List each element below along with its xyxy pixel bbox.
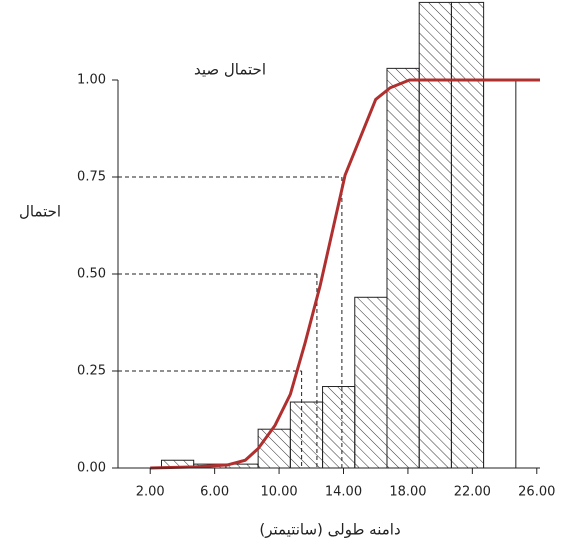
bar — [257, 428, 291, 469]
y-axis-label: احتمال — [19, 203, 61, 221]
x-tick-label: 10.00 — [260, 485, 297, 500]
bar — [386, 67, 420, 469]
probability-curve — [150, 78, 540, 470]
bar — [418, 1, 452, 469]
bar — [483, 79, 517, 469]
bar — [322, 386, 356, 469]
y-tick-label: 0.00 — [77, 461, 106, 476]
bar — [354, 296, 388, 469]
chart-title: احتمال صید — [194, 61, 266, 79]
x-tick-label: 2.00 — [136, 485, 165, 500]
x-tick-label: 14.00 — [325, 485, 362, 500]
bar — [450, 1, 485, 469]
x-axis-label: دامنه طولی (سانتیمتر) — [259, 521, 400, 539]
x-tick-label: 6.00 — [200, 485, 229, 500]
y-tick-label: 0.25 — [77, 364, 106, 379]
y-tick-label: 1.00 — [77, 73, 106, 88]
x-tick-label: 22.00 — [454, 485, 491, 500]
y-tick-label: 0.50 — [77, 267, 106, 282]
bar — [289, 401, 324, 469]
x-tick-label: 18.00 — [389, 485, 426, 500]
x-tick-label: 26.00 — [518, 485, 555, 500]
y-tick-label: 0.75 — [77, 170, 106, 185]
